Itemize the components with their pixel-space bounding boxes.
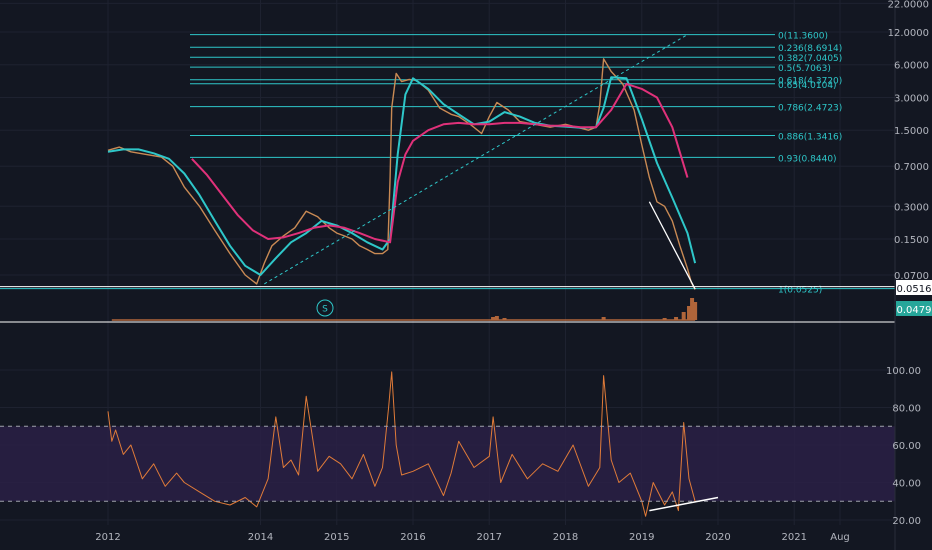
- rsi-overbought-oversold-band: [0, 426, 895, 502]
- rsi-tick-label: 100.00: [886, 366, 921, 377]
- ema-slow-line: [191, 82, 689, 244]
- volume-bar: [690, 298, 695, 320]
- fib-level-label: 0.886(1.3416): [778, 133, 842, 143]
- price-tag-label: 0.0479: [897, 305, 932, 316]
- price-tick-label: 3.0000: [894, 93, 929, 104]
- current-price-tag: [896, 280, 932, 295]
- price-tick-label: 1.5000: [894, 126, 929, 137]
- time-tick-label: 2021: [782, 532, 807, 543]
- price-tag-label: 0.0516: [897, 284, 932, 295]
- rsi-tick-label: 60.00: [892, 441, 921, 452]
- s-marker-circle: [316, 299, 334, 317]
- fib-level-label: 0.5(5.7063): [778, 64, 831, 74]
- time-tick-label: 2015: [324, 532, 349, 543]
- time-tick-label: 2020: [705, 532, 730, 543]
- volume-bar: [687, 306, 692, 320]
- time-tick-label: 2018: [553, 532, 578, 543]
- fib-level-label: 0.618(4.3720): [778, 77, 842, 87]
- rsi-tick-label: 80.00: [892, 404, 921, 415]
- s-marker[interactable]: S: [316, 299, 334, 317]
- fib-level-label: 0(11.3600): [778, 32, 828, 42]
- rsi-axis[interactable]: 100.00 80.00 60.00 40.00 20.00: [886, 366, 921, 527]
- volume-bar: [491, 317, 496, 320]
- volume-bars: [111, 298, 698, 321]
- volume-bar: [601, 317, 606, 320]
- rsi-line: [107, 371, 696, 517]
- ema-fast-line: [107, 76, 697, 276]
- fib-level-label: 0.236(8.6914): [778, 44, 842, 54]
- price-divergence-line[interactable]: [648, 201, 696, 290]
- price-tick-label: 0.0700: [894, 271, 929, 282]
- trendline[interactable]: [264, 34, 688, 285]
- price-axis[interactable]: 22.0000 12.0000 6.0000 3.0000 1.5000 0.7000 0.…: [888, 0, 929, 282]
- rsi-tick-label: 20.00: [892, 516, 921, 527]
- fib-level-label: 0.93(0.8440): [778, 154, 837, 164]
- time-tick-label: 2016: [400, 532, 425, 543]
- volume-bar: [662, 318, 667, 320]
- s-marker-label: S: [322, 305, 328, 315]
- fib-level-label: 0.65(4.0104): [778, 81, 837, 91]
- series-lines: [107, 58, 697, 517]
- price-tick-label: 0.3000: [894, 202, 929, 213]
- time-tick-label: 2019: [629, 532, 654, 543]
- time-tick-label: 2014: [248, 532, 273, 543]
- price-tick-label: 22.0000: [888, 0, 929, 10]
- price-tick-label: 0.1500: [894, 235, 929, 246]
- price-tick-label: 0.7000: [894, 162, 929, 173]
- time-axis[interactable]: 2012 2014 2015 2016 2017 2018 2019 2020 2021 Aug: [95, 532, 849, 543]
- volume-bar: [674, 317, 679, 320]
- fib-retracement[interactable]: 0(11.3600) 0.236(8.6914)0.382(7.0405)0.5(…: [0, 32, 895, 296]
- rsi-tick-label: 40.00: [892, 479, 921, 490]
- rsi-divergence-line[interactable]: [649, 496, 719, 512]
- volume-bar: [681, 312, 686, 320]
- low-price-tag: [896, 301, 932, 316]
- fib-level-label: 1(0.0525): [778, 286, 822, 296]
- fib-level-label: 0.786(2.4723): [778, 104, 842, 114]
- fib-level-label: 0.382(7.0405): [778, 54, 842, 64]
- volume-bar: [502, 318, 507, 320]
- price-line: [107, 58, 696, 290]
- time-tick-label: 2012: [95, 532, 120, 543]
- volume-bar: [693, 302, 698, 320]
- time-tick-label: 2017: [477, 532, 502, 543]
- annotations[interactable]: [0, 34, 895, 512]
- volume-bar: [494, 316, 499, 320]
- price-tick-label: 12.0000: [888, 28, 929, 39]
- time-tick-label: Aug: [830, 532, 850, 543]
- price-tags: 0.0516 0.0479: [896, 280, 932, 316]
- price-tick-label: 6.0000: [894, 61, 929, 72]
